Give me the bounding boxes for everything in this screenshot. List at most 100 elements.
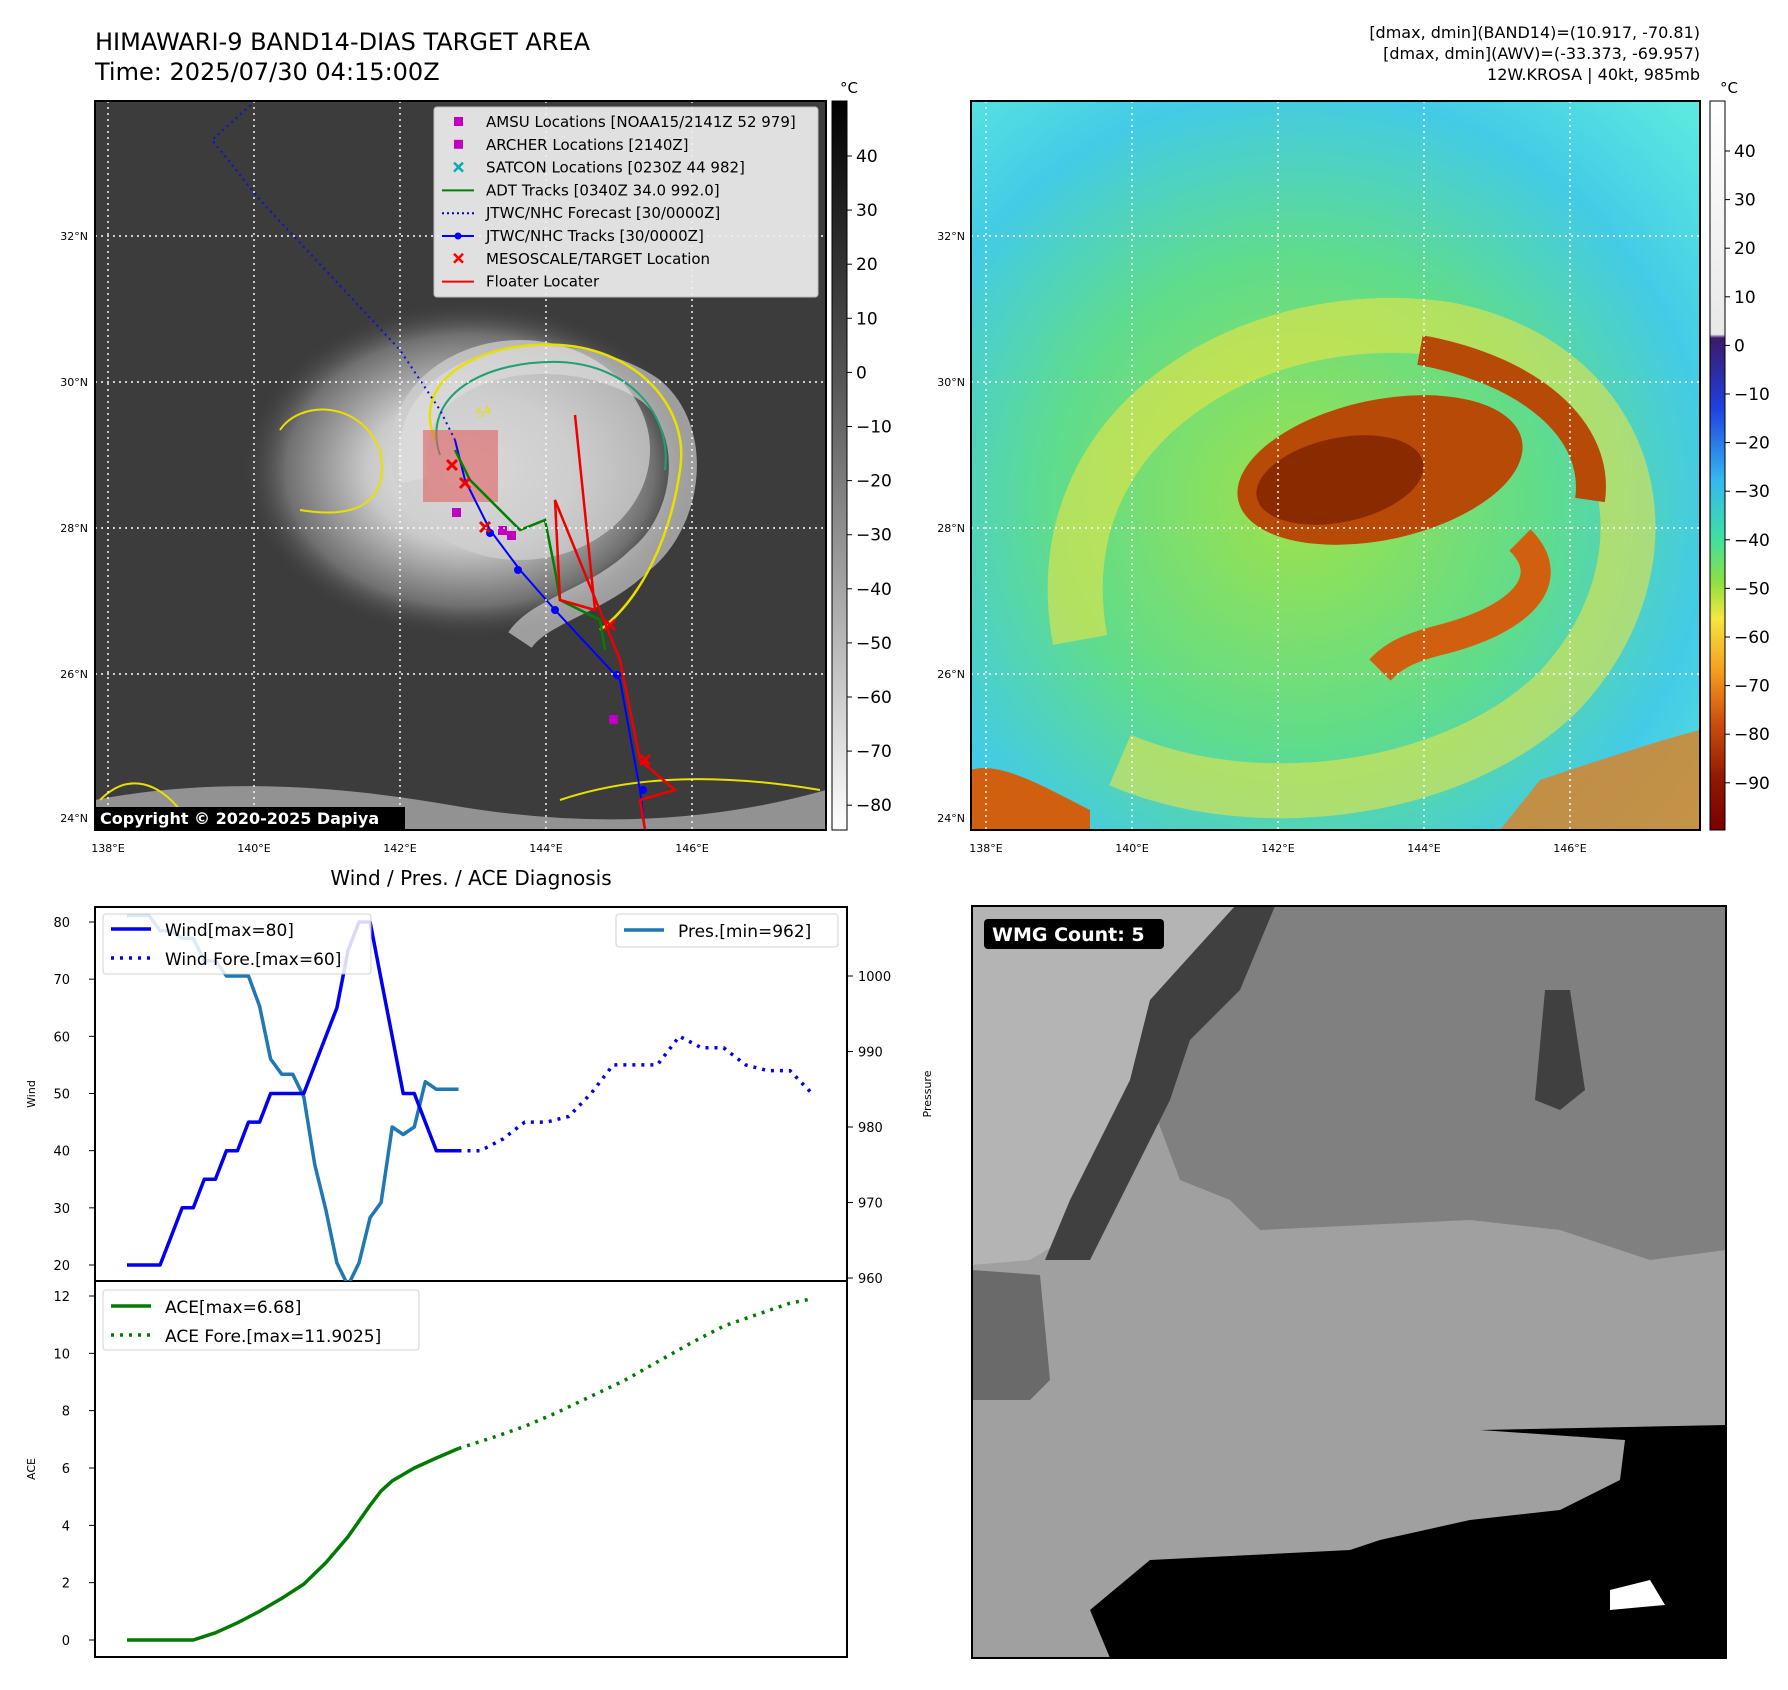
ir-colorbar-ticks: 40 30 20 10 0 −10 −20 −30 −40 −50 −60 −70 −80: [847, 147, 892, 816]
awv-lon-label: 142°E: [1261, 842, 1294, 855]
awv-lat-label: 30°N: [937, 376, 965, 389]
ir-colorbar-ramp: [831, 100, 848, 831]
ir-lon-labels: 138°E 140°E 142°E 144°E 146°E: [91, 842, 708, 855]
ir-colorbar-tick-label: 40: [856, 147, 878, 167]
info-awv: [dmax, dmin](AWV)=(-33.373, -69.957): [1383, 44, 1700, 63]
wind-tick-label: 80: [53, 916, 70, 931]
ir-legend-item: Floater Locater: [442, 273, 600, 291]
awv-colorbar-tick-label: 40: [1734, 142, 1756, 162]
copyright-box: [95, 807, 405, 830]
pres-legend: Pres.[min=962]: [615, 913, 839, 948]
ir-lat-label: 32°N: [60, 230, 88, 243]
ir-colorbar-tick-label: −60: [856, 688, 892, 708]
awv-northern-band: [1417, 335, 1606, 503]
wind-line: [127, 920, 459, 1267]
awv-colorbar-tick-label: −90: [1734, 774, 1770, 794]
awv-colorbar-unit: °C: [1720, 79, 1738, 97]
wmg-count-label: WMG Count: 5: [992, 924, 1145, 946]
awv-colorbar-tick-label: −20: [1734, 434, 1770, 454]
awv-lon-label: 144°E: [1407, 842, 1440, 855]
ir-contour-teal: [435, 360, 667, 471]
awv-colorbar: °C 40 30 20 10 0 −10 −20 −30 −40 −50 −60 −70 −80 −90: [1709, 79, 1770, 831]
ir-colorbar-tick-label: 10: [856, 309, 878, 329]
awv-colorbar-tick-label: −30: [1734, 482, 1770, 502]
wind-axis-label: Wind: [25, 1080, 38, 1108]
ir-colorbar-tick-label: 30: [856, 201, 878, 221]
ir-colorbar-tick-label: −80: [856, 796, 892, 816]
awv-lon-label: 138°E: [969, 842, 1002, 855]
floater-locater-track: [553, 414, 678, 830]
ir-legend-label: ARCHER Locations [2140Z]: [486, 136, 689, 154]
awv-lat-labels: 32°N 30°N 28°N 26°N 24°N: [937, 230, 965, 825]
awv-lat-label: 32°N: [937, 230, 965, 243]
awv-colorbar-tick-label: 20: [1734, 239, 1756, 259]
legend-x-marker: [453, 161, 464, 173]
wind-legend: Wind[max=80] Wind Fore.[max=60]: [102, 913, 372, 975]
ir-lat-label: 30°N: [60, 376, 88, 389]
ace-tick-label: 8: [62, 1405, 70, 1420]
ir-legend-items: AMSU Locations [NOAA15/2141Z 52 979] ARCH…: [442, 113, 796, 291]
awv-lon-labels: 138°E 140°E 142°E 144°E 146°E: [969, 842, 1586, 855]
awv-lat-label: 24°N: [937, 812, 965, 825]
legend-square-marker: [454, 117, 463, 126]
wmg-dark-patch: [1535, 990, 1585, 1110]
awv-lat-label: 28°N: [937, 522, 965, 535]
ir-lat-labels: 32°N 30°N 28°N 26°N 24°N: [60, 230, 88, 825]
awv-outer-band: [1047, 298, 1656, 819]
ace-tick-label: 12: [53, 1290, 70, 1305]
ir-colorbar-tick-label: −30: [856, 526, 892, 546]
awv-colorbar-tick-label: −60: [1734, 628, 1770, 648]
wind-fore-legend-label: Wind Fore.[max=60]: [165, 950, 341, 970]
wind-tick-label: 40: [53, 1145, 70, 1160]
ir-legend: [433, 106, 819, 298]
jtwc-forecast-track: [210, 101, 456, 441]
ir-legend-label: AMSU Locations [NOAA15/2141Z 52 979]: [486, 113, 796, 131]
ir-colorbar-tick-label: −70: [856, 742, 892, 762]
ir-lat-label: 24°N: [60, 812, 88, 825]
awv-southwest-convection: [971, 768, 1090, 830]
mesoscale-target-markers: [445, 458, 652, 767]
adt-track: [453, 449, 607, 651]
wind-tick-label: 50: [53, 1088, 70, 1103]
ir-lon-label: 146°E: [675, 842, 708, 855]
awv-colorbar-tick-label: −40: [1734, 531, 1770, 551]
figure-time: Time: 2025/07/30 04:15:00Z: [94, 58, 440, 86]
awv-colorbar-ramp: [1709, 100, 1726, 831]
wmg-black-region: [1090, 1425, 1726, 1658]
ir-lon-label: 140°E: [237, 842, 270, 855]
wmg-mid-region: [1150, 906, 1726, 1260]
wmg-frame: [971, 905, 1727, 1659]
ir-colorbar-tick-label: −10: [856, 418, 892, 438]
ir-lon-label: 142°E: [383, 842, 416, 855]
wind-legend-label: Wind[max=80]: [165, 921, 294, 941]
ir-lon-label: 138°E: [91, 842, 124, 855]
pres-legend-box: [615, 913, 839, 948]
ir-legend-item: SATCON Locations [0230Z 44 982]: [453, 159, 745, 177]
wind-legend-box: [102, 913, 372, 975]
awv-lat-label: 26°N: [937, 668, 965, 681]
ir-map-panel: 54: [94, 100, 827, 831]
diag-title: Wind / Pres. / ACE Diagnosis: [330, 866, 611, 890]
ace-line: [127, 1446, 460, 1642]
ir-colorbar-tick-label: −50: [856, 634, 892, 654]
wind-tick-label: 30: [53, 1202, 70, 1217]
ir-legend-item: ARCHER Locations [2140Z]: [454, 136, 689, 154]
pressure-tick-label: 980: [858, 1121, 883, 1136]
wind-tick-label: 20: [53, 1259, 70, 1274]
ir-lon-label: 144°E: [529, 842, 562, 855]
ace-tick-label: 6: [62, 1462, 70, 1477]
ir-legend-label: Floater Locater: [486, 273, 600, 291]
ir-legend-label: ADT Tracks [0340Z 34.0 992.0]: [486, 181, 720, 199]
ace-legend-box: [102, 1289, 420, 1351]
diag-series: [127, 913, 814, 1642]
awv-map-panel: [970, 100, 1701, 831]
ir-legend-item: JTWC/NHC Tracks [30/0000Z]: [442, 227, 704, 245]
amsu-archer-points: [452, 508, 618, 724]
awv-southeast-convection: [1500, 730, 1700, 830]
ir-lat-label: 26°N: [60, 668, 88, 681]
ir-legend-item: ADT Tracks [0340Z 34.0 992.0]: [442, 181, 720, 199]
ir-frame: [94, 100, 827, 831]
wmg-white-patch: [1610, 1580, 1665, 1610]
